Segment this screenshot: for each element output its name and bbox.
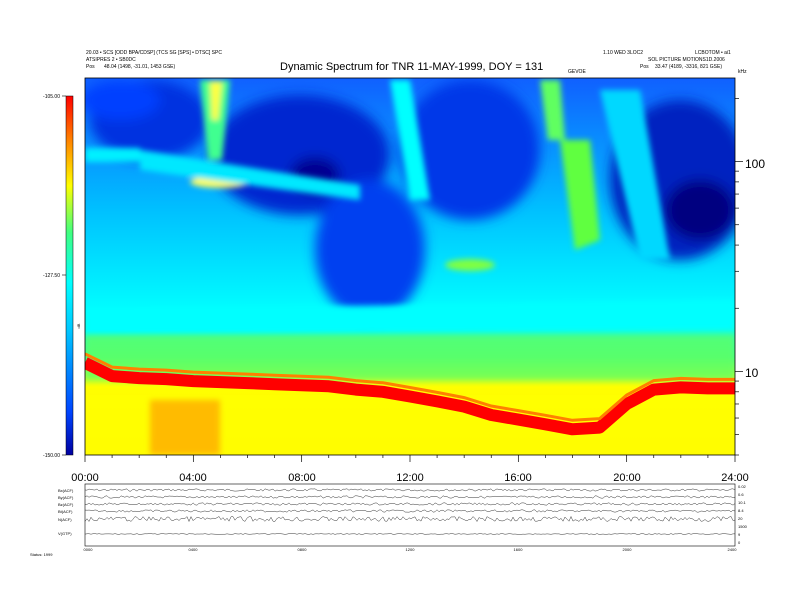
- lower-row-label: By(ACF): [58, 495, 74, 500]
- x-tick-label: 08:00: [288, 472, 316, 484]
- spectrogram-orange-patch: [150, 400, 220, 455]
- lower-trace: [84, 533, 735, 535]
- colorbar-tick-label: -150.00: [43, 453, 60, 459]
- lower-right-tick: 20: [738, 516, 743, 521]
- lower-right-tick: 8.4: [738, 508, 744, 513]
- y-axis: [735, 97, 743, 456]
- header-right-line3: SOL PICTURE MOTIONS1D.2006: [648, 57, 725, 63]
- x-tick-label: 16:00: [504, 472, 532, 484]
- lower-x-tick-label: 1200: [406, 547, 416, 552]
- chart-title: Dynamic Spectrum for TNR 11-MAY-1999, DO…: [280, 61, 544, 73]
- spectrogram-green-band: [85, 335, 735, 380]
- spectrogram: [85, 78, 735, 455]
- lower-trace: [84, 488, 736, 492]
- lower-row-label: V(GTP): [58, 531, 72, 536]
- header-mid-small: GEVOE: [568, 69, 586, 75]
- lower-row-label: Bz(ACF): [58, 502, 74, 507]
- x-axis: [84, 455, 736, 462]
- header-left-line2: ATSIPRES 2 • SB0DC: [86, 57, 136, 63]
- lower-row-label: Bt(ACF): [58, 509, 73, 514]
- colorbar-label: dB: [76, 323, 81, 328]
- lower-trace: [84, 502, 736, 506]
- lower-x-tick-label: 1600: [514, 547, 524, 552]
- header-left-line1: 20.03 • SCS [ODD BPA/CDSP] (TCS SG [SPS]…: [86, 50, 222, 56]
- y-tick-label: 100: [745, 157, 765, 171]
- colorbar-tick-label: -105.00: [43, 94, 60, 100]
- lower-x-tick-label: 0400: [189, 547, 199, 552]
- lower-trace: [84, 495, 736, 499]
- x-tick-label: 24:00: [721, 472, 749, 484]
- lower-footer: Status: 1999: [30, 552, 53, 557]
- lower-panel-traces: [84, 488, 736, 535]
- lower-trace: [84, 509, 736, 513]
- plasma-line-edge: [85, 352, 735, 422]
- lower-row-label: N(ACF): [58, 517, 72, 522]
- lower-right-tick: 10.1: [738, 500, 747, 505]
- lower-x-tick-label: 0000: [84, 547, 94, 552]
- lower-panel-frame: [84, 483, 736, 547]
- spectrogram-bursts: [85, 80, 735, 335]
- header-right-pos: 33.47 (4189, -3316, 821 GSE): [655, 64, 722, 70]
- lower-right-tick: 0.02: [738, 484, 747, 489]
- x-tick-label: 12:00: [396, 472, 424, 484]
- x-tick-label: 00:00: [71, 472, 99, 484]
- header-right-line1: 1.10 WED 3LOC2: [603, 50, 644, 56]
- lower-x-tick-label: 0800: [298, 547, 308, 552]
- lower-trace: [84, 515, 736, 522]
- colorbar: [65, 95, 74, 456]
- header-right-line2: LCBOTOM • ai1: [695, 50, 731, 56]
- plasma-line-trace: [85, 357, 735, 436]
- colorbar-tick-label: -127.50: [43, 273, 60, 279]
- header-left-pos-label: Pos: [86, 64, 95, 70]
- lower-x-tick-label: 2400: [728, 547, 738, 552]
- lower-x-tick-label: 2000: [623, 547, 633, 552]
- lower-right-tick: 9: [738, 532, 741, 537]
- x-tick-label: 20:00: [613, 472, 641, 484]
- lower-row-label: Bx(ACF): [58, 488, 74, 493]
- x-tick-label: 04:00: [179, 472, 207, 484]
- header-right-pos-label: Pos: [640, 64, 649, 70]
- lower-right-tick: 1500: [738, 524, 748, 529]
- unit-label: kHz: [738, 69, 747, 75]
- header-left-pos: 48.04 (1498, -31.01, 1453 GSE): [104, 64, 176, 70]
- plasma-line: [85, 352, 735, 436]
- lower-right-tick: 0: [738, 540, 741, 545]
- lower-right-tick: 0.6: [738, 492, 744, 497]
- y-tick-label: 10: [745, 366, 759, 380]
